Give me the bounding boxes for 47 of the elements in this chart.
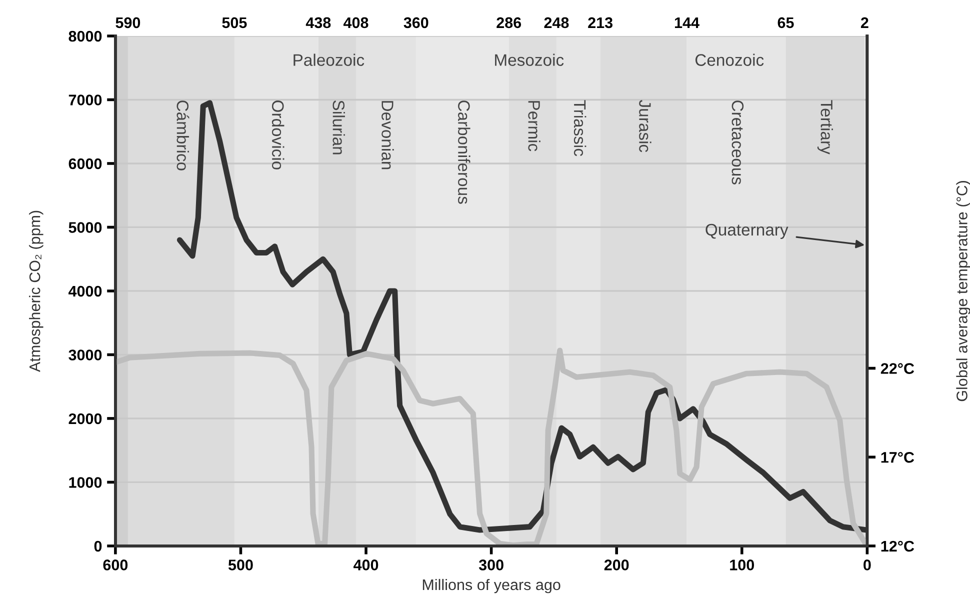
- x2-tick-label: 2: [860, 17, 868, 28]
- x-tick-label: 300: [478, 560, 504, 570]
- x2-tick-label: 438: [306, 17, 331, 28]
- y2-tick-label: 12°C: [881, 540, 914, 552]
- x2-tick-label: 408: [343, 17, 368, 28]
- x-tick-label: 600: [103, 560, 128, 570]
- y-tick-label: 5000: [68, 222, 102, 233]
- band-label: Cámbrico: [176, 100, 190, 170]
- x2-tick-label: 248: [544, 17, 569, 28]
- band-label: Permic: [528, 101, 540, 152]
- annotation: Mesozoic: [495, 54, 564, 66]
- y-tick-label: 2000: [68, 413, 102, 424]
- x2-tick-label: 213: [588, 17, 613, 28]
- x-tick-label: 200: [604, 560, 629, 570]
- x2-tick-label: 360: [404, 17, 428, 28]
- y2-tick-label: 22°C: [880, 363, 914, 374]
- x2-tick-label: 286: [496, 17, 522, 28]
- y-tick-label: 6000: [68, 158, 102, 170]
- band-label: Ordovicio: [272, 100, 284, 170]
- y-tick-label: 7000: [68, 94, 102, 106]
- annotation: Paleozoic: [294, 54, 364, 66]
- band-label: Tertiary: [817, 100, 833, 154]
- y2-axis-title: Global average temperature (°C): [956, 181, 970, 402]
- annotation: Quaternary: [706, 224, 788, 239]
- y-tick-label: 1000: [69, 477, 102, 488]
- band-label: Carboniferous: [458, 100, 470, 204]
- band-label: Devonian: [382, 101, 394, 170]
- x2-tick-label: 65: [778, 17, 794, 28]
- x-tick-label: 0: [864, 560, 871, 570]
- band-label: Cretaceous: [732, 100, 744, 184]
- band-label: Silurian: [332, 100, 345, 154]
- y-tick-label: 3000: [68, 350, 102, 360]
- band-label: Jurasic: [639, 100, 652, 152]
- x-axis-title: Millions of years ago: [422, 578, 560, 594]
- x2-tick-label: 505: [222, 17, 247, 28]
- x-tick-label: 400: [354, 560, 378, 570]
- y-axis-title: Atmospheric CO₂ (ppm): [29, 210, 44, 372]
- x2-tick-label: 590: [116, 17, 140, 28]
- y2-tick-label: 17°C: [881, 452, 914, 463]
- band-label: Triassic: [574, 100, 586, 156]
- y-tick-label: 0: [94, 540, 102, 552]
- x-tick-label: 100: [730, 560, 754, 570]
- y-tick-label: 4000: [68, 286, 102, 297]
- x2-tick-label: 144: [674, 17, 700, 28]
- x-tick-label: 500: [228, 560, 253, 570]
- y-tick-label: 8000: [68, 30, 102, 42]
- annotation: Cenozoic: [695, 54, 764, 66]
